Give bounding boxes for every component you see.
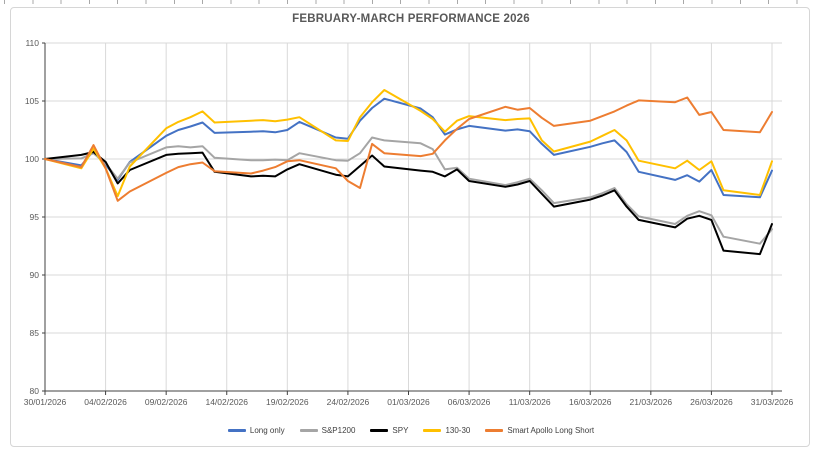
y-tick-label: 100 (25, 154, 39, 164)
y-tick-label: 110 (25, 38, 39, 48)
legend-line-swatch (370, 429, 389, 432)
legend-label: S&P1200 (321, 426, 356, 435)
x-tick-label: 06/03/2026 (448, 397, 491, 407)
legend-label: Smart Apollo Long Short (507, 426, 595, 435)
x-tick-label: 24/02/2026 (327, 397, 370, 407)
series-line-smart-apollo-long-short (44, 96, 773, 202)
y-tick-label: 85 (30, 328, 40, 338)
x-tick-label: 30/01/2026 (24, 397, 67, 407)
legend-item-smart-apollo-long-short[interactable]: Smart Apollo Long Short (485, 426, 594, 435)
x-tick-label: 19/02/2026 (266, 397, 309, 407)
legend-line-swatch (423, 429, 442, 432)
legend: Long only S&P1200 SPY 130-30 Smart Apollo Lo… (0, 426, 822, 435)
x-tick-label: 26/03/2026 (690, 397, 733, 407)
y-tick-label: 80 (30, 386, 40, 396)
legend-label: 130-30 (445, 426, 471, 435)
chart-title: FEBRUARY-MARCH PERFORMANCE 2026 (292, 13, 530, 25)
series-line-s-p1200 (44, 136, 773, 245)
series-line-long-only (44, 97, 773, 199)
x-tick-label: 31/03/2026 (751, 397, 794, 407)
x-tick-label: 14/02/2026 (205, 397, 248, 407)
x-tick-label: 11/03/2026 (509, 397, 551, 407)
y-tick-label: 95 (30, 212, 40, 222)
legend-line-swatch (485, 429, 504, 432)
y-tick-label: 105 (25, 96, 39, 106)
x-tick-label: 04/02/2026 (84, 397, 127, 407)
series-line-spy (44, 151, 773, 256)
x-tick-label: 16/03/2026 (569, 397, 612, 407)
x-tick-label: 01/03/2026 (387, 397, 430, 407)
spreadsheet-column-ruler (4, 0, 822, 4)
series-line-130-30 (44, 89, 773, 198)
legend-item-s-p1200[interactable]: S&P1200 (299, 426, 356, 435)
legend-label: SPY (392, 426, 409, 435)
legend-item-130-30[interactable]: 130-30 (423, 426, 470, 435)
legend-line-swatch (227, 429, 246, 432)
x-tick-label: 21/03/2026 (630, 397, 673, 407)
x-tick-label: 09/02/2026 (145, 397, 188, 407)
legend-item-long-only[interactable]: Long only (227, 426, 285, 435)
legend-line-swatch (299, 429, 318, 432)
y-tick-label: 90 (30, 270, 40, 280)
legend-item-spy[interactable]: SPY (370, 426, 408, 435)
legend-label: Long only (249, 426, 285, 435)
